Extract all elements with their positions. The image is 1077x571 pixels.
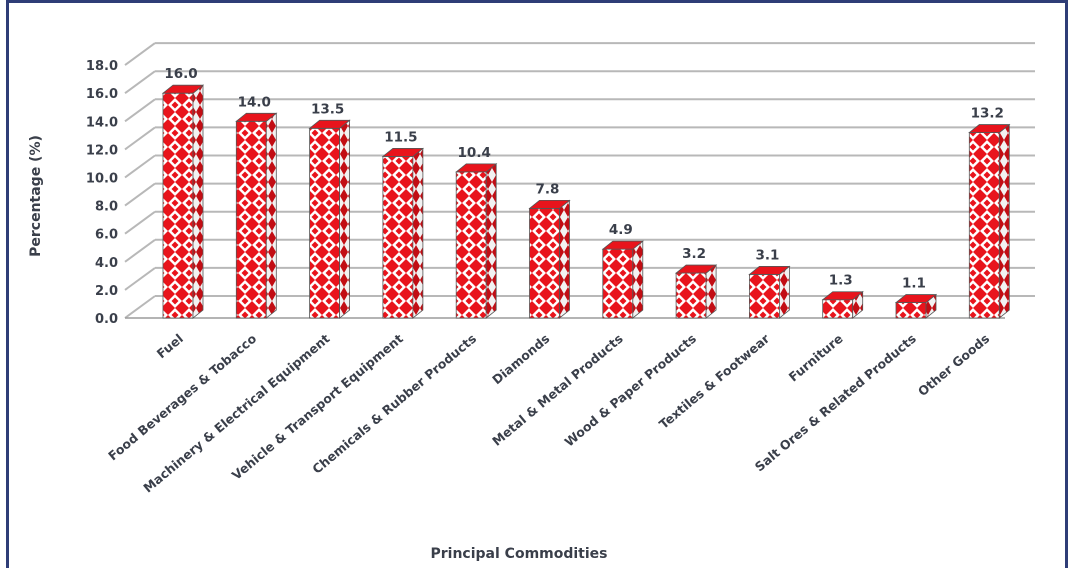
bar-side <box>705 264 717 319</box>
category-label: Chemicals & Rubber Products <box>309 331 479 477</box>
bar-side <box>485 163 497 319</box>
bar-front <box>529 208 560 319</box>
bar-top <box>308 119 351 129</box>
data-label: 16.0 <box>164 66 197 82</box>
grid-line-depth <box>124 42 156 66</box>
bar-front <box>309 127 341 319</box>
bar-top <box>601 240 644 250</box>
bar-side <box>559 199 570 319</box>
bar-top <box>894 294 938 303</box>
bar-front <box>675 272 707 319</box>
bar <box>821 290 864 319</box>
y-tick-label: 12.0 <box>86 143 118 158</box>
data-label: 1.3 <box>829 273 853 289</box>
data-label: 13.2 <box>971 106 1004 122</box>
bar <box>161 84 205 319</box>
grid-line-depth <box>124 267 156 291</box>
bar-top <box>235 112 278 122</box>
bar <box>381 147 425 319</box>
data-label: 4.9 <box>609 222 633 238</box>
bar <box>894 293 938 319</box>
grid-line-depth <box>124 154 156 179</box>
bar-top <box>161 84 205 94</box>
y-tick-label: 8.0 <box>95 200 118 215</box>
category-label: Other Goods <box>915 331 992 399</box>
bar-top <box>455 163 498 173</box>
y-axis-ticks: 0.0 2.0 4.0 6.0 8.0 10.0 12.0 14.0 16.0 18.0 <box>86 59 118 327</box>
bar-top <box>968 124 1011 133</box>
bar <box>455 163 498 319</box>
grid-line-depth <box>124 70 156 95</box>
bar <box>308 119 351 319</box>
category-label: Salt Ores & Related Products <box>752 331 919 475</box>
data-label: 3.1 <box>755 247 779 263</box>
category-label: Furniture <box>786 331 846 385</box>
bar-side <box>632 240 644 319</box>
bar-top <box>748 266 791 275</box>
bar-front <box>895 302 927 319</box>
bar-front <box>162 92 194 319</box>
bar <box>601 240 644 319</box>
grid-line-depth <box>124 210 156 235</box>
bar-top <box>381 148 425 157</box>
data-label: 1.1 <box>902 276 926 292</box>
data-label: 3.2 <box>682 246 706 262</box>
bar-side <box>192 84 204 319</box>
grid-line-depth <box>124 98 156 123</box>
grid-lines <box>124 42 1035 319</box>
y-tick-label: 0.0 <box>95 312 118 327</box>
category-label: Metal & Metal Products <box>489 331 626 449</box>
y-axis-title: Percentage (%) <box>28 135 44 257</box>
bars <box>161 84 1011 319</box>
grid-line-depth <box>124 238 156 263</box>
bar <box>528 199 571 319</box>
bar-front <box>455 171 487 319</box>
bar-front <box>235 120 267 319</box>
y-tick-label: 4.0 <box>95 256 118 271</box>
bar-front <box>822 299 854 319</box>
bar <box>235 112 278 319</box>
bar-top <box>528 200 571 209</box>
x-axis-title: Principal Commodities <box>431 546 608 562</box>
y-tick-label: 18.0 <box>86 59 118 74</box>
bar-front <box>382 156 414 319</box>
data-label: 10.4 <box>458 145 491 161</box>
bar-front <box>602 248 634 319</box>
category-label: Fuel <box>154 331 186 362</box>
bar-side <box>339 119 350 319</box>
data-label: 14.0 <box>238 94 271 110</box>
bar-side <box>265 112 277 319</box>
y-tick-label: 16.0 <box>86 87 118 102</box>
category-label: Wood & Paper Products <box>562 331 699 450</box>
bar-top <box>821 291 864 301</box>
y-tick-label: 10.0 <box>86 172 118 187</box>
chart-frame <box>6 0 1068 568</box>
data-labels: 16.0 14.0 13.5 11.5 10.4 7.8 4.9 3.2 3.1 1.3 1.1 13… <box>164 66 1004 291</box>
bar-side <box>412 147 424 319</box>
category-label: Food Beverages & Tobacco <box>105 331 259 464</box>
grid-line-depth <box>124 295 156 319</box>
bar <box>674 264 718 319</box>
bar-front <box>968 132 1000 319</box>
bar-top <box>674 264 718 274</box>
grid-line-depth <box>124 182 156 207</box>
bar-side <box>779 265 790 319</box>
category-label: Diamonds <box>489 331 552 387</box>
grid-line-depth <box>124 126 156 151</box>
bar-front <box>749 274 780 319</box>
bar-side <box>998 123 1010 319</box>
data-label: 11.5 <box>384 129 417 145</box>
data-label: 7.8 <box>536 181 560 197</box>
y-tick-label: 14.0 <box>86 115 118 130</box>
bar <box>968 123 1011 319</box>
y-tick-label: 6.0 <box>95 228 118 243</box>
data-label: 13.5 <box>311 101 344 117</box>
bar <box>748 265 791 319</box>
y-tick-label: 2.0 <box>95 284 118 299</box>
